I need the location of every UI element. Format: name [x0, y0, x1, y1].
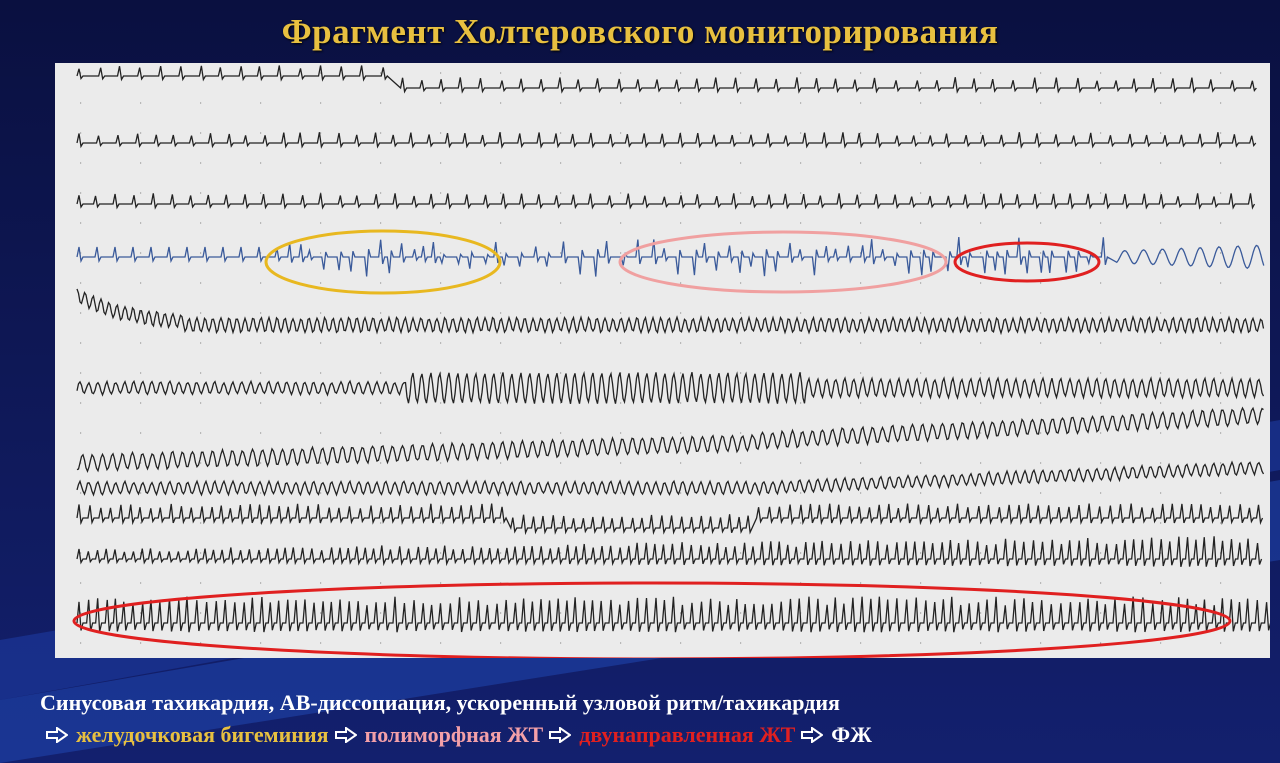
arrow-icon — [334, 727, 357, 743]
ecg-trace — [76, 406, 1264, 473]
bidirectional-vt-ellipse — [953, 241, 1101, 283]
arrow-icon — [549, 727, 572, 743]
vf-ellipse — [72, 581, 1232, 658]
caption-line: Синусовая тахикардия, АВ-диссоциация, ус… — [40, 690, 840, 715]
sequence-item: полиморфная ЖТ — [364, 722, 544, 747]
sequence-item: двунаправленная ЖТ — [579, 722, 796, 747]
ecg-trace — [76, 237, 1265, 277]
slide-title: Фрагмент Холтеровского мониторирования — [281, 12, 999, 51]
ecg-traces — [76, 65, 1270, 633]
arrow-icon — [801, 727, 824, 743]
ecg-trace — [76, 132, 1257, 149]
ecg-trace — [76, 65, 1257, 94]
ecg-trace — [76, 193, 1256, 210]
polymorphic-vt-ellipse — [618, 230, 948, 294]
caption-sequence: желудочковая бигеминия полиморфная ЖТ дв… — [40, 722, 872, 748]
sequence-item: желудочковая бигеминия — [76, 722, 329, 747]
sequence-item: ФЖ — [831, 722, 872, 747]
ecg-trace — [76, 596, 1270, 633]
ecg-trace — [76, 503, 1264, 536]
ecg-trace — [76, 536, 1263, 568]
arrow-icon — [46, 727, 68, 743]
ecg-trace — [76, 288, 1265, 336]
bigeminy-ellipse — [264, 229, 502, 295]
ecg-trace — [76, 370, 1265, 405]
ecg-trace — [76, 460, 1265, 497]
ecg-panel — [55, 63, 1270, 658]
